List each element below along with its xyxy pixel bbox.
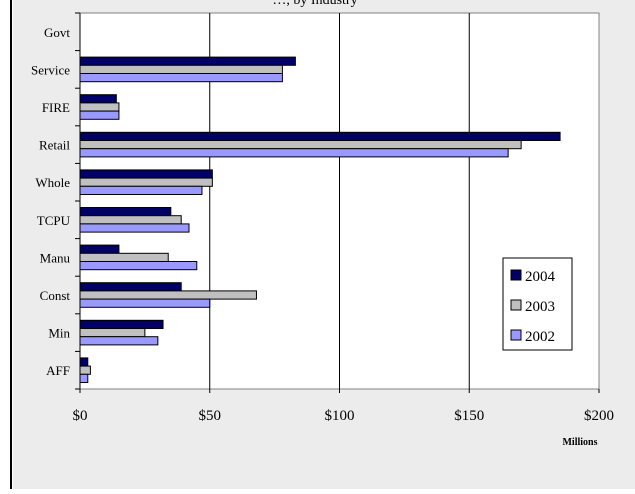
- legend-label-2002: 2002: [525, 329, 555, 345]
- bar-const-2002: [79, 298, 211, 308]
- bar-const-2003: [79, 290, 257, 300]
- bar-service-2004: [79, 56, 296, 66]
- legend-label-2003: 2003: [525, 299, 555, 315]
- category-label-fire: FIRE: [42, 100, 70, 115]
- bar-fire-2004: [79, 94, 117, 104]
- category-label-service: Service: [31, 62, 70, 77]
- chart-title: …, by Industry: [272, 0, 357, 8]
- category-label-retail: Retail: [39, 138, 70, 153]
- bar-aff-2002: [79, 373, 89, 383]
- bar-manu-2002: [79, 261, 198, 271]
- bar-min-2003: [79, 328, 146, 338]
- bar-fire-2002: [79, 110, 120, 120]
- x-tick-label-50: $50: [199, 408, 222, 424]
- legend-swatch-2002: [510, 329, 522, 341]
- left-strip-border: [10, 0, 12, 489]
- bar-whole-2003: [79, 177, 213, 187]
- x-tick-label-150: $150: [454, 408, 484, 424]
- category-label-tcpu: TCPU: [37, 213, 71, 228]
- bar-aff-2004: [79, 357, 89, 367]
- legend-swatch-2003: [510, 299, 522, 311]
- legend-label-2004: 2004: [525, 269, 556, 285]
- bar-retail-2004: [79, 131, 561, 142]
- bar-retail-2002: [79, 148, 509, 158]
- bar-tcpu-2002: [79, 223, 190, 233]
- category-label-const: Const: [40, 288, 71, 303]
- bar-whole-2002: [79, 185, 203, 196]
- bar-min-2004: [79, 319, 164, 329]
- bar-fire-2003: [79, 102, 120, 112]
- bar-aff-2003: [79, 365, 91, 375]
- bar-min-2002: [79, 336, 159, 346]
- x-tick-label-200: $200: [584, 408, 614, 424]
- x-tick-label-100: $100: [325, 408, 355, 424]
- category-label-govt: Govt: [44, 25, 70, 40]
- bar-tcpu-2003: [79, 215, 182, 225]
- bar-tcpu-2004: [79, 207, 172, 217]
- bar-service-2003: [79, 64, 283, 75]
- bar-manu-2004: [79, 244, 120, 254]
- bar-service-2002: [79, 73, 283, 83]
- category-label-min: Min: [48, 326, 70, 341]
- left-strip: [0, 0, 13, 489]
- legend-swatch-2004: [510, 269, 522, 281]
- x-axis-label: Millions: [562, 437, 597, 448]
- category-label-whole: Whole: [35, 175, 70, 190]
- bar-retail-2003: [79, 140, 522, 150]
- x-tick-label-0: $0: [73, 408, 88, 424]
- bar-manu-2003: [79, 252, 169, 263]
- bar-whole-2004: [79, 169, 213, 179]
- category-label-aff: AFF: [46, 363, 70, 378]
- bar-const-2004: [79, 282, 182, 292]
- category-label-manu: Manu: [40, 250, 71, 265]
